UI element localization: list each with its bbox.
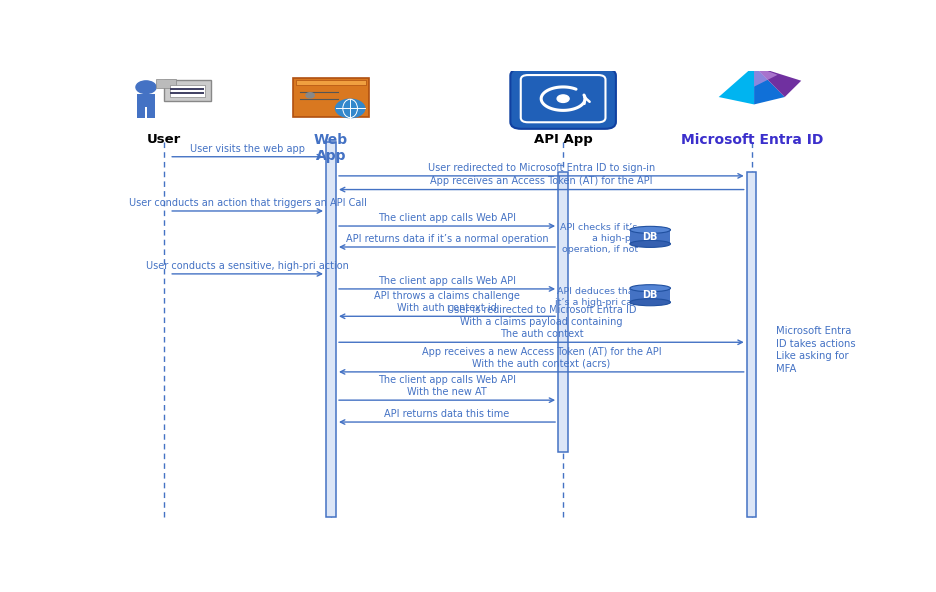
Circle shape: [557, 95, 569, 102]
Bar: [170, 92, 204, 94]
Text: API returns data if it’s a normal operation: API returns data if it’s a normal operat…: [345, 234, 548, 244]
Polygon shape: [754, 66, 801, 97]
Text: API checks if it’s
a high-pri
operation, if not: API checks if it’s a high-pri operation,…: [561, 223, 637, 255]
Text: The client app calls Web API
With the new AT: The client app calls Web API With the ne…: [378, 375, 516, 397]
Text: The client app calls Web API: The client app calls Web API: [378, 276, 516, 286]
Text: The client app calls Web API: The client app calls Web API: [378, 213, 516, 223]
Ellipse shape: [630, 285, 670, 292]
Bar: [170, 88, 204, 90]
Text: API returns data this time: API returns data this time: [385, 409, 510, 419]
Text: API throws a claims challenge
With auth context id: API throws a claims challenge With auth …: [374, 291, 520, 313]
Bar: [327, 141, 336, 517]
FancyBboxPatch shape: [293, 78, 370, 117]
Text: User redirected to Microsoft Entra ID to sign-in: User redirected to Microsoft Entra ID to…: [428, 163, 655, 173]
Text: Microsoft Entra
ID takes actions
Like asking for
MFA: Microsoft Entra ID takes actions Like as…: [776, 326, 856, 374]
Text: User conducts a sensitive, high-pri action: User conducts a sensitive, high-pri acti…: [146, 260, 349, 271]
Circle shape: [306, 93, 314, 98]
FancyBboxPatch shape: [137, 94, 155, 107]
Text: User is redirected to Microsoft Entra ID
With a claims payload containing
The au: User is redirected to Microsoft Entra ID…: [446, 305, 636, 339]
Text: DB: DB: [642, 232, 658, 242]
Bar: [630, 288, 670, 303]
Polygon shape: [719, 66, 754, 104]
Text: API App: API App: [534, 133, 592, 146]
FancyBboxPatch shape: [296, 80, 366, 85]
Ellipse shape: [630, 240, 670, 247]
Text: DB: DB: [642, 290, 658, 300]
Bar: [747, 172, 756, 517]
Ellipse shape: [630, 299, 670, 305]
Ellipse shape: [630, 226, 670, 233]
Text: Microsoft Entra ID: Microsoft Entra ID: [680, 133, 823, 147]
Bar: [559, 172, 568, 452]
Polygon shape: [754, 66, 778, 86]
Circle shape: [136, 81, 156, 94]
Text: User conducts an action that triggers an API Call: User conducts an action that triggers an…: [128, 198, 367, 208]
Text: User visits the web app: User visits the web app: [190, 143, 305, 153]
Text: App receives an Access Token (AT) for the API: App receives an Access Token (AT) for th…: [431, 176, 652, 186]
Text: Web
App: Web App: [314, 133, 348, 163]
Text: User: User: [147, 133, 182, 146]
Circle shape: [335, 99, 365, 118]
FancyBboxPatch shape: [137, 107, 145, 118]
Text: App receives a new Access Token (AT) for the API
With the auth context (acrs): App receives a new Access Token (AT) for…: [421, 347, 661, 369]
Polygon shape: [754, 66, 784, 104]
Bar: [630, 230, 670, 244]
FancyBboxPatch shape: [510, 69, 616, 129]
Text: API deduces that
it’s a high-pri call: API deduces that it’s a high-pri call: [555, 287, 637, 307]
FancyBboxPatch shape: [147, 107, 155, 118]
FancyBboxPatch shape: [169, 85, 205, 97]
FancyBboxPatch shape: [164, 80, 211, 101]
FancyBboxPatch shape: [156, 79, 177, 88]
